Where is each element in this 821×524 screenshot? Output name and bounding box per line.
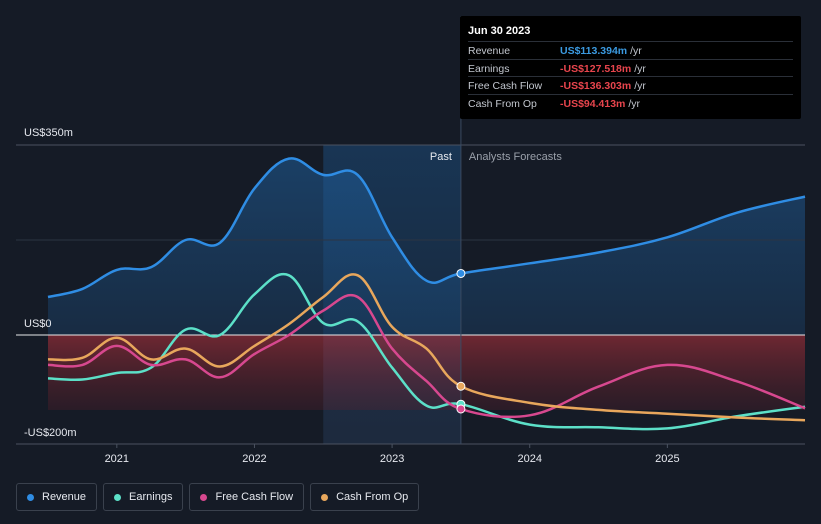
tooltip-date: Jun 30 2023 — [468, 25, 531, 37]
tooltip-row-label: Cash From Op — [468, 97, 537, 110]
tooltip-row-value: -US$136.303m/yr — [560, 80, 646, 92]
legend-item-free-cash-flow[interactable]: Free Cash Flow — [189, 483, 305, 511]
tooltip-row-label: Free Cash Flow — [468, 80, 543, 92]
legend-dot-icon — [321, 493, 329, 501]
x-tick-label: 2022 — [242, 453, 266, 465]
tooltip-row: Free Cash Flow -US$136.303m/yr — [468, 76, 793, 94]
tooltip-row-unit: /yr — [634, 80, 646, 92]
past-label: Past — [430, 151, 452, 163]
tooltip-row-value: US$113.394m/yr — [560, 45, 642, 57]
negative-zone — [48, 335, 805, 410]
legend-label: Free Cash Flow — [215, 491, 294, 503]
y-tick-label: -US$200m — [24, 427, 77, 439]
highlight-point-cash-from-op — [456, 381, 466, 391]
tooltip: Jun 30 2023 Revenue US$113.394m/yr Earning… — [460, 16, 801, 119]
tooltip-row: Revenue US$113.394m/yr — [468, 41, 793, 59]
legend-item-cash-from-op[interactable]: Cash From Op — [310, 483, 420, 511]
y-tick-label: US$350m — [24, 127, 73, 139]
tooltip-row-unit: /yr — [628, 97, 641, 110]
legend-item-earnings[interactable]: Earnings — [103, 483, 184, 511]
forecast-label: Analysts Forecasts — [469, 151, 562, 163]
tooltip-row-label: Revenue — [468, 45, 511, 57]
highlight-point-free-cash-flow — [456, 404, 466, 414]
legend-item-revenue[interactable]: Revenue — [16, 483, 98, 511]
series-line-revenue — [47, 157, 806, 299]
series-line-free-cash-flow — [47, 294, 806, 419]
x-tick-label: 2025 — [655, 453, 679, 465]
tooltip-row-label: Earnings — [468, 62, 510, 75]
highlight-point-revenue — [456, 268, 466, 278]
tooltip-row-value: -US$94.413m/yr — [560, 97, 641, 110]
series-line-cash-from-op — [47, 273, 806, 422]
legend-dot-icon — [114, 493, 122, 501]
tooltip-row: Cash From Op -US$94.413m/yr — [468, 93, 793, 112]
x-tick-label: 2024 — [517, 453, 541, 465]
legend-dot-icon — [27, 493, 34, 501]
tooltip-row: Earnings -US$127.518m/yr — [468, 58, 793, 77]
tooltip-row-value: -US$127.518m/yr — [560, 62, 646, 75]
y-tick-label: US$0 — [24, 318, 52, 330]
tooltip-row-unit: /yr — [630, 45, 642, 57]
legend: Revenue Earnings Free Cash Flow Cash From O… — [16, 483, 420, 511]
x-tick-label: 2021 — [105, 453, 129, 465]
x-tick-label: 2023 — [380, 453, 404, 465]
legend-label: Revenue — [42, 491, 87, 503]
tooltip-row-unit: /yr — [634, 62, 646, 75]
series-line-earnings — [47, 272, 806, 431]
legend-dot-icon — [200, 493, 208, 501]
legend-label: Cash From Op — [336, 491, 409, 503]
revenue-area — [48, 158, 805, 335]
legend-label: Earnings — [129, 491, 173, 503]
